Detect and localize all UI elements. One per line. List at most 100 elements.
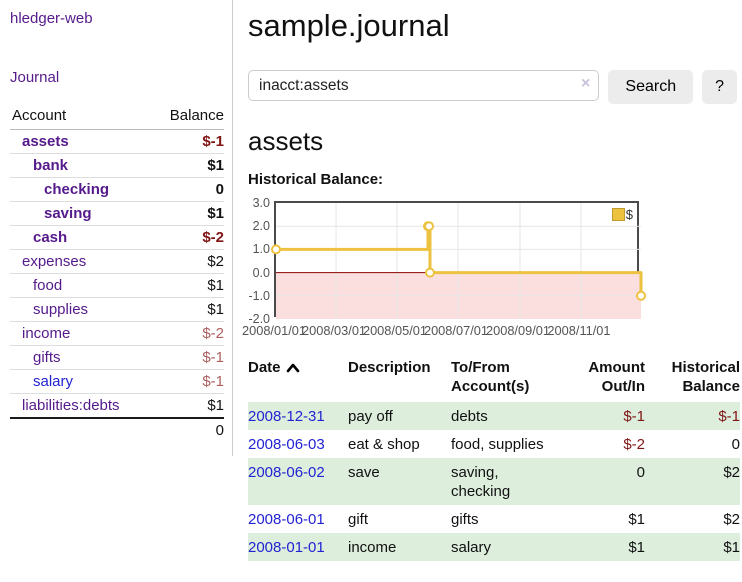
account-link-supplies[interactable]: supplies xyxy=(33,301,89,318)
y-tick-label: 1.0 xyxy=(252,242,270,257)
account-balance: $-2 xyxy=(151,225,224,250)
register-header-balance: Historical Balance xyxy=(645,356,740,402)
accounts-header-row: Account Balance xyxy=(10,104,224,130)
accounts-total-balance: 0 xyxy=(151,417,224,442)
account-link-gifts[interactable]: gifts xyxy=(33,349,61,366)
account-link-saving[interactable]: saving xyxy=(44,205,92,222)
account-balance: $1 xyxy=(151,297,224,322)
chart-canvas xyxy=(271,203,646,319)
account-row-income: income $-2 xyxy=(10,321,224,346)
transaction-accounts: gifts xyxy=(451,511,479,528)
account-row-salary: salary $-1 xyxy=(10,369,224,394)
account-row-bank: bank $1 xyxy=(10,153,224,178)
sidebar-item-journal[interactable]: Journal xyxy=(10,69,60,86)
data-point-marker xyxy=(636,290,646,301)
account-link-assets[interactable]: assets xyxy=(22,133,69,150)
account-row-saving: saving $1 xyxy=(10,201,224,226)
account-link-bank[interactable]: bank xyxy=(33,157,69,174)
accounts-header-balance: Balance xyxy=(151,104,224,130)
account-row-cash: cash $-2 xyxy=(10,225,224,250)
account-balance: $-1 xyxy=(151,345,224,370)
brand-link[interactable]: hledger-web xyxy=(10,10,93,27)
clear-search-icon[interactable]: × xyxy=(581,75,591,92)
transaction-accounts: debts xyxy=(451,408,488,425)
register-table: Date Description To/From Account(s) Amou… xyxy=(248,356,740,561)
transaction-description: eat & shop xyxy=(348,436,420,453)
register-row: 2008-06-01 gift gifts $1 $2 xyxy=(248,505,740,533)
data-point-marker xyxy=(424,221,435,232)
account-heading: assets xyxy=(248,126,324,156)
transaction-amount: $-2 xyxy=(623,436,645,453)
data-point-marker xyxy=(271,244,281,255)
description-header-label: Description xyxy=(348,359,431,376)
account-link-checking[interactable]: checking xyxy=(44,181,110,198)
account-link-salary[interactable]: salary xyxy=(33,373,74,390)
account-row-checking: checking 0 xyxy=(10,177,224,202)
transaction-date-link[interactable]: 2008-06-02 xyxy=(248,464,325,481)
account-link-liabilities-debts[interactable]: liabilities:debts xyxy=(22,397,120,414)
y-tick-label: 2.0 xyxy=(252,219,270,234)
account-balance: $-1 xyxy=(151,369,224,394)
register-header-row: Date Description To/From Account(s) Amou… xyxy=(248,356,740,402)
transaction-balance: $1 xyxy=(723,539,740,556)
chart-legend: $ xyxy=(611,207,633,222)
data-point-marker xyxy=(424,267,435,278)
sidebar: hledger-web Journal Account Balance asse… xyxy=(0,0,233,456)
y-tick-label: -2.0 xyxy=(248,312,270,326)
account-row-expenses: expenses $2 xyxy=(10,249,224,274)
account-balance: $2 xyxy=(151,249,224,274)
transaction-date-link[interactable]: 2008-06-03 xyxy=(248,436,325,453)
accounts-total-row: 0 xyxy=(10,417,224,442)
account-row-liabilities-debts: liabilities:debts $1 xyxy=(10,393,224,418)
account-link-cash[interactable]: cash xyxy=(33,229,68,246)
x-tick-label: 2008/09/01 xyxy=(485,323,551,338)
balance-header-label: Historical Balance xyxy=(671,359,740,395)
transaction-date-link[interactable]: 2008-12-31 xyxy=(248,408,325,425)
x-tick-label: 2008/11/01 xyxy=(547,323,611,338)
search-button[interactable]: Search xyxy=(608,70,694,104)
account-balance: $-1 xyxy=(202,133,224,150)
account-balance: $1 xyxy=(151,153,224,178)
transaction-amount: $1 xyxy=(628,539,645,556)
accounts-table: Account Balance assets $-1 bank $1 check… xyxy=(10,104,224,442)
transaction-accounts: food, supplies xyxy=(451,436,544,453)
legend-color-swatch xyxy=(611,208,625,221)
transaction-description: income xyxy=(348,539,397,556)
accounts-total-spacer xyxy=(10,417,152,442)
search-box: × xyxy=(248,70,600,101)
x-tick-label: 2008/03/01 xyxy=(302,323,367,338)
transaction-description: pay off xyxy=(348,408,393,425)
account-row-assets: assets $-1 xyxy=(10,130,224,154)
account-link-food[interactable]: food xyxy=(33,277,63,294)
legend-label: $ xyxy=(625,207,633,222)
account-row-gifts: gifts $-1 xyxy=(10,345,224,370)
register-header-date[interactable]: Date xyxy=(248,356,348,402)
chart-x-axis: 2008/01/01 2008/03/01 2008/05/01 2008/07/01… xyxy=(242,323,639,341)
account-balance: $-2 xyxy=(151,321,224,346)
search-form: × Search ? xyxy=(248,70,737,104)
transaction-amount: $1 xyxy=(628,511,645,528)
x-tick-label: 2008/01/01 xyxy=(241,323,307,338)
amount-header-label: Amount Out/In xyxy=(588,359,645,395)
register-row: 2008-06-02 save saving, checking 0 $2 xyxy=(248,458,740,505)
search-input[interactable] xyxy=(248,70,600,101)
account-link-income[interactable]: income xyxy=(22,325,71,342)
transaction-balance: 0 xyxy=(731,436,740,453)
y-tick-label: -1.0 xyxy=(248,288,270,303)
transaction-date-link[interactable]: 2008-01-01 xyxy=(248,539,325,556)
account-link-expenses[interactable]: expenses xyxy=(22,253,87,270)
help-button[interactable]: ? xyxy=(702,70,737,104)
historical-balance-chart: 3.0 2.0 1.0 0.0 -1.0 -2.0 $ 2008/01/01 2008/03… xyxy=(242,196,737,342)
x-tick-label: 2008/07/01 xyxy=(423,323,489,338)
register-header-amount: Amount Out/In xyxy=(554,356,645,402)
transaction-date-link[interactable]: 2008-06-01 xyxy=(248,511,325,528)
chart-plot-area: $ xyxy=(271,201,646,319)
x-tick-label: 2008/05/01 xyxy=(362,323,428,338)
register-header-accounts: To/From Account(s) xyxy=(451,356,554,402)
main-content: sample.journal × Search ? assets Histori… xyxy=(233,0,742,561)
y-tick-label: 3.0 xyxy=(252,196,270,210)
account-balance: 0 xyxy=(151,177,224,202)
transaction-amount: 0 xyxy=(636,464,645,481)
sort-ascending-icon xyxy=(286,363,299,373)
